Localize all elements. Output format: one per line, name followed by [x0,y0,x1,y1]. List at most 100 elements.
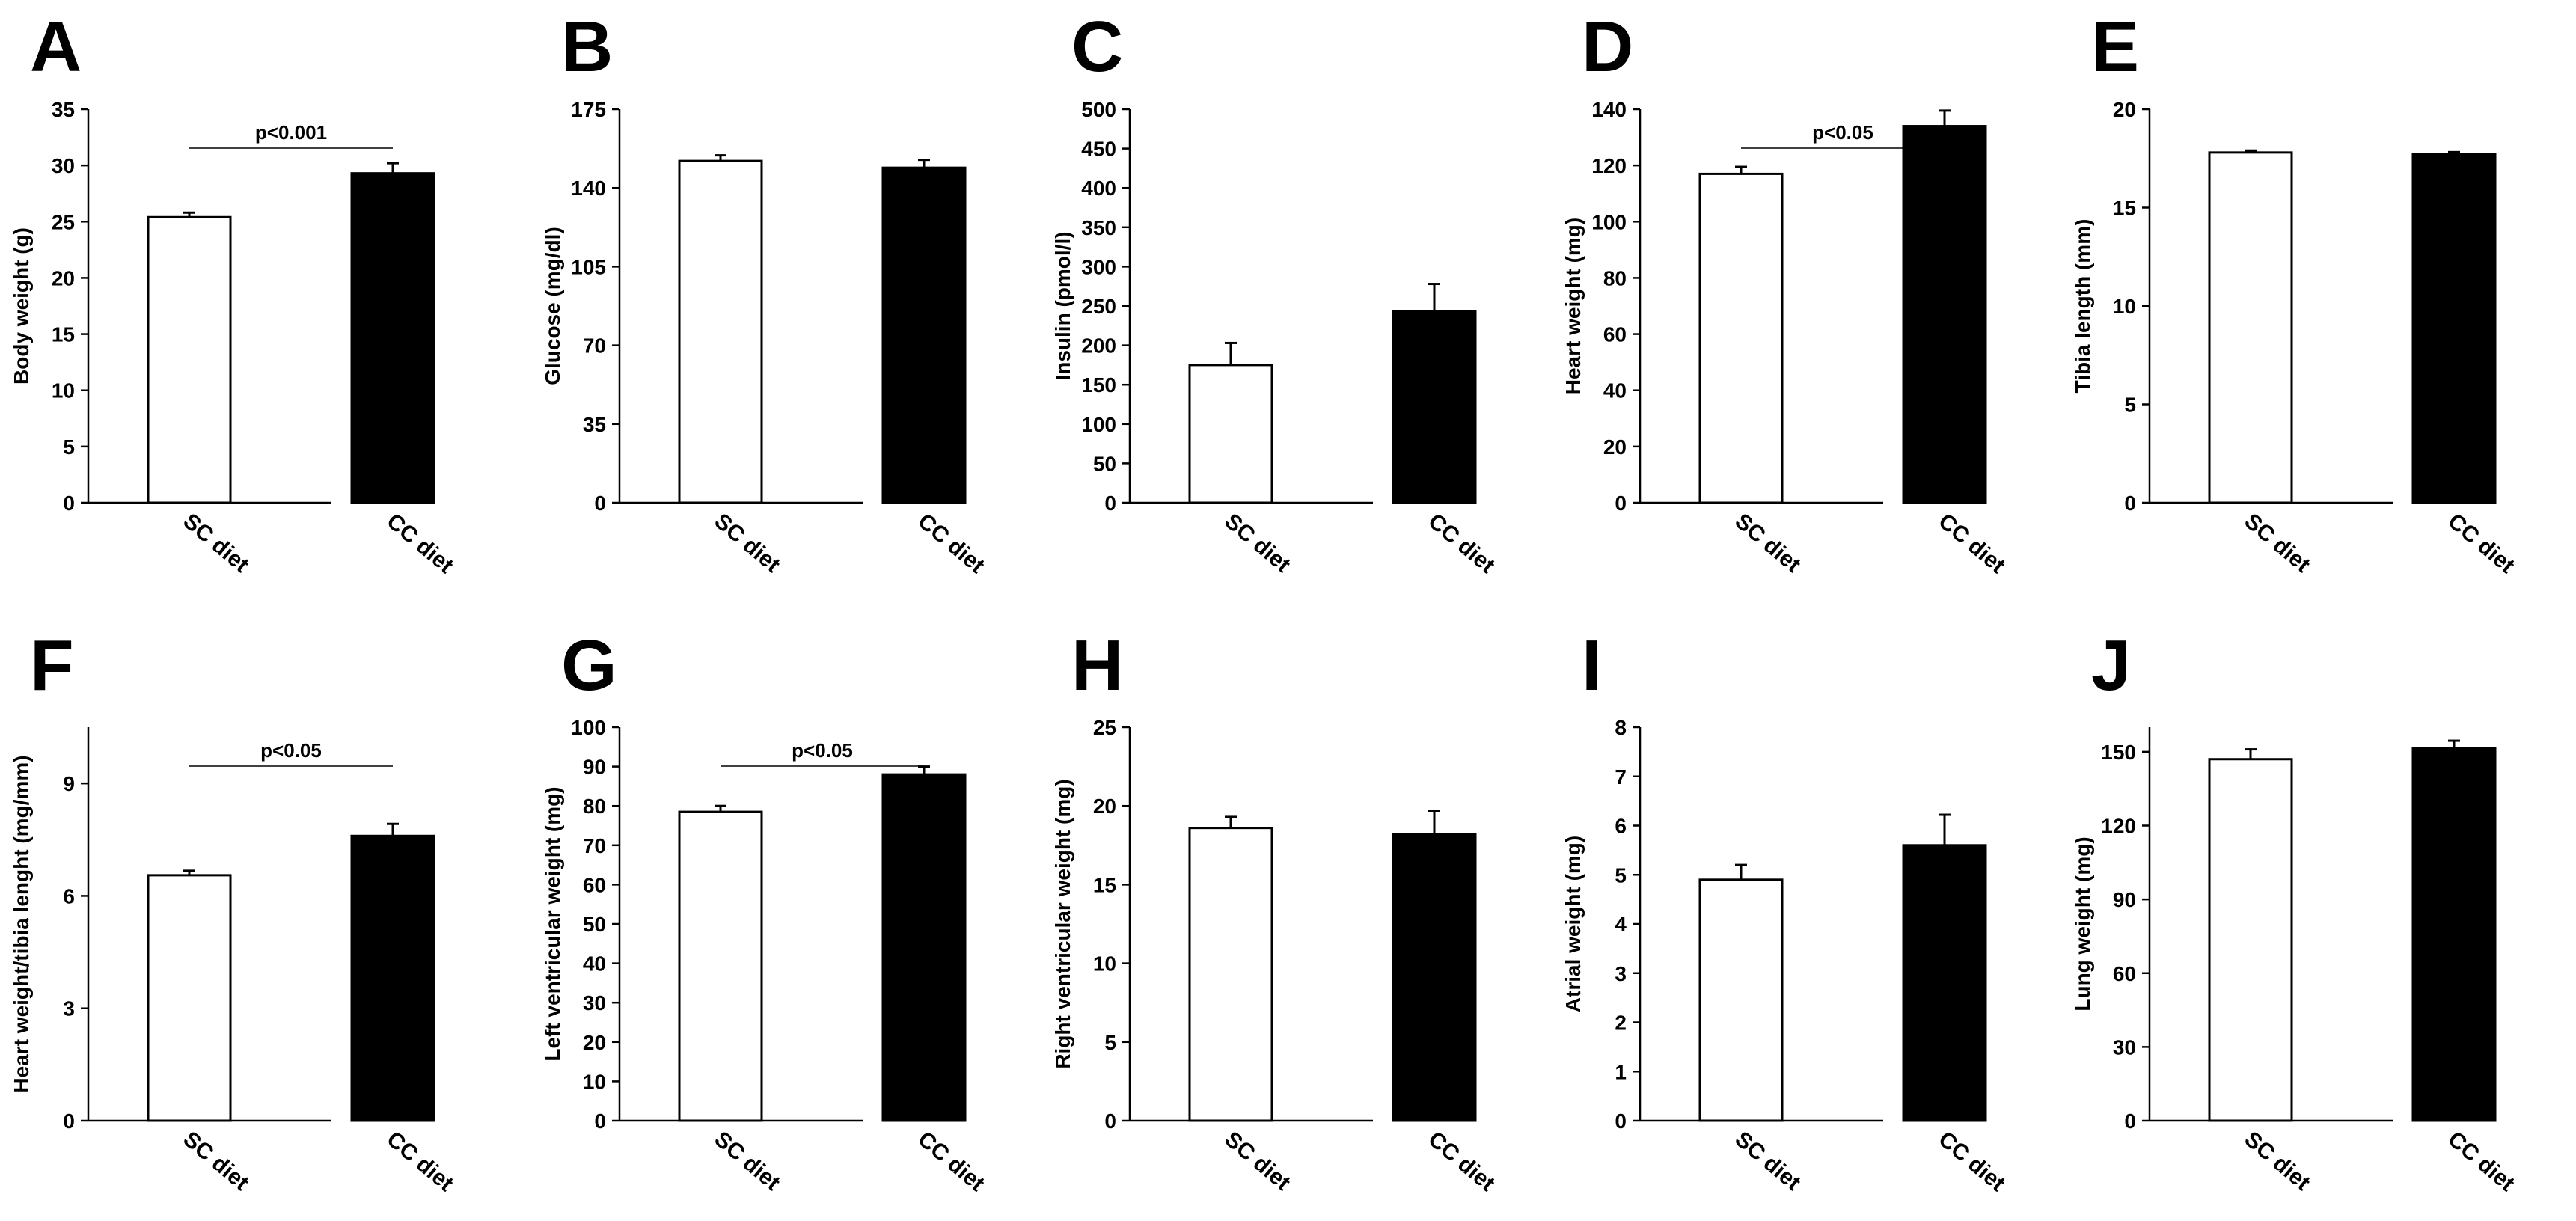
panel-a-category-label-sc: SC diet [179,509,254,578]
panel-j-bar-sc [2208,758,2293,1122]
panel-j-y-tick-label: 90 [2113,888,2136,911]
panel-i-y-tick-label: 6 [1615,815,1627,838]
panel-e-y-tick-label: 10 [2113,295,2136,318]
panel-g-y-tick-label: 30 [583,991,606,1015]
panel-f-y-tick-label: 0 [63,1110,75,1133]
panel-f-significance-label: p<0.05 [260,739,322,762]
panel-h-category-label-sc: SC diet [1220,1127,1295,1196]
panel-j-letter: J [2091,625,2131,706]
panel-d-category-label-cc: CC diet [1934,509,2010,578]
panel-h-y-tick-label: 10 [1093,952,1116,976]
panel-a: A 0 5 10 15 20 25 30 35 Body weight (g) SC diet CC … [10,7,458,578]
panel-b-y-tick-label: 35 [583,413,606,436]
panel-d-y-tick-label: 100 [1591,210,1627,233]
panel-a-y-label: Body weight (g) [10,227,33,385]
panel-i-bar-cc [1902,844,1987,1122]
panel-d-bar-sc [1698,172,1784,504]
panel-a-y-tick-label: 30 [52,154,75,177]
panel-i-y-tick-label: 1 [1615,1060,1627,1083]
panel-c-category-label-cc: CC diet [1424,509,1500,578]
panel-h: H 0 5 10 15 20 25 Right ventricular weight (mg)… [1051,625,1499,1196]
panel-a-bar-sc [147,215,232,504]
panel-d-y-tick-label: 60 [1603,323,1627,346]
panel-h-letter: H [1071,625,1123,706]
panel-a-y-tick-label: 15 [52,323,75,346]
panel-i-y-tick-label: 3 [1615,962,1627,985]
panel-c-y-tick-label: 250 [1081,295,1116,318]
panel-g-letter: G [561,625,617,706]
panel-h-y-label: Right ventricular weight (mg) [1051,779,1074,1068]
panel-b-y-tick-label: 140 [571,177,606,200]
panel-a-y-tick-label: 5 [63,435,75,459]
panel-j-y-tick-label: 30 [2113,1035,2136,1059]
panel-d-y-tick-label: 120 [1591,154,1627,177]
panel-g-category-label-sc: SC diet [710,1127,785,1196]
panel-e-y-tick-label: 5 [2124,394,2136,417]
panel-b-y-tick-label: 175 [571,98,606,121]
panel-b-category-label-cc: CC diet [914,509,990,578]
panel-d-category-label-sc: SC diet [1731,509,1805,578]
panel-a-category-label-cc: CC diet [382,509,459,578]
panel-c-y-tick-label: 450 [1081,138,1116,161]
panel-c-y-tick-label: 300 [1081,255,1116,278]
panel-g-y-tick-label: 60 [583,873,606,896]
panel-e-y-tick-label: 15 [2113,197,2136,220]
panel-g-bar-sc [678,810,763,1122]
panel-g-y-tick-label: 90 [583,756,606,779]
panel-i: I 0 1 2 3 4 5 6 7 8 Atrial weight (mg) SC diet CC di… [1561,625,2010,1196]
panel-i-y-tick-label: 8 [1615,716,1627,739]
panel-g-y-tick-label: 70 [583,834,606,857]
panel-i-category-label-cc: CC diet [1934,1127,2010,1196]
panel-a-y-tick-label: 35 [52,98,75,121]
panel-i-y-tick-label: 0 [1615,1110,1627,1133]
panel-a-y-tick-label: 25 [52,210,75,233]
panel-i-category-label-sc: SC diet [1731,1127,1805,1196]
panel-j-y-tick-label: 120 [2101,815,2136,838]
panel-f-category-label-sc: SC diet [179,1127,254,1196]
panel-c-bar-cc [1392,310,1477,504]
panel-d-bar-cc [1902,125,1987,504]
panel-g-y-tick-label: 50 [583,913,606,936]
panel-j-y-tick-label: 60 [2113,962,2136,985]
panel-h-y-tick-label: 20 [1093,795,1116,818]
panel-h-category-label-cc: CC diet [1424,1127,1500,1196]
panel-g: G 0 10 20 30 40 50 60 70 80 90 100 Left ventricular … [541,625,989,1196]
panel-g-y-tick-label: 20 [583,1031,606,1054]
panel-f-y-label: Heart weight/tibia lenght (mg/mm) [10,755,33,1092]
panel-e: E 0 5 10 15 20 Tibia length (mm) SC diet CC diet [2071,7,2519,578]
panel-d-y-tick-label: 0 [1615,492,1627,515]
panel-d-y-label: Heart weight (mg) [1561,218,1585,394]
panel-g-y-label: Left ventricular weight (mg) [541,786,564,1061]
panel-f: F 0 3 6 9 Heart weight/tibia lenght (mg/mm) SC… [10,625,458,1196]
panel-i-y-label: Atrial weight (mg) [1561,836,1585,1012]
panel-g-y-tick-label: 80 [583,795,606,818]
panel-a-significance-label: p<0.001 [255,121,327,144]
panel-a-y-tick-label: 20 [52,266,75,290]
panel-c-y-tick-label: 100 [1081,413,1116,436]
panel-b-y-label: Glucose (mg/dl) [541,227,564,385]
panel-a-letter: A [30,7,82,87]
panel-h-bar-sc [1188,827,1273,1122]
panel-e-category-label-sc: SC diet [2240,509,2315,578]
panel-i-y-tick-label: 4 [1615,913,1627,936]
panel-i-letter: I [1582,625,1602,706]
panel-c-bar-sc [1188,364,1273,504]
panel-j-y-label: Lung weight (mg) [2071,836,2094,1011]
panel-c-y-tick-label: 350 [1081,216,1116,239]
panel-h-y-tick-label: 25 [1093,716,1116,739]
panel-c-y-label: Insulin (pmol/l) [1051,231,1074,380]
panel-a-y-tick-label: 0 [63,492,75,515]
panel-e-category-label-cc: CC diet [2444,509,2520,578]
panel-h-y-tick-label: 0 [1104,1110,1116,1133]
panel-b-y-tick-label: 105 [571,255,606,278]
panel-h-bar-cc [1392,833,1477,1122]
panel-f-letter: F [30,625,74,706]
panel-i-y-tick-label: 5 [1615,863,1627,887]
panel-c-letter: C [1071,7,1123,87]
panel-c-y-tick-label: 500 [1081,98,1116,121]
panel-f-y-tick-label: 9 [63,772,75,795]
panel-i-y-tick-label: 7 [1615,765,1627,789]
panel-i-y-tick-label: 2 [1615,1012,1627,1035]
panel-c-category-label-sc: SC diet [1220,509,1295,578]
panel-b-y-tick-label: 0 [594,492,606,515]
